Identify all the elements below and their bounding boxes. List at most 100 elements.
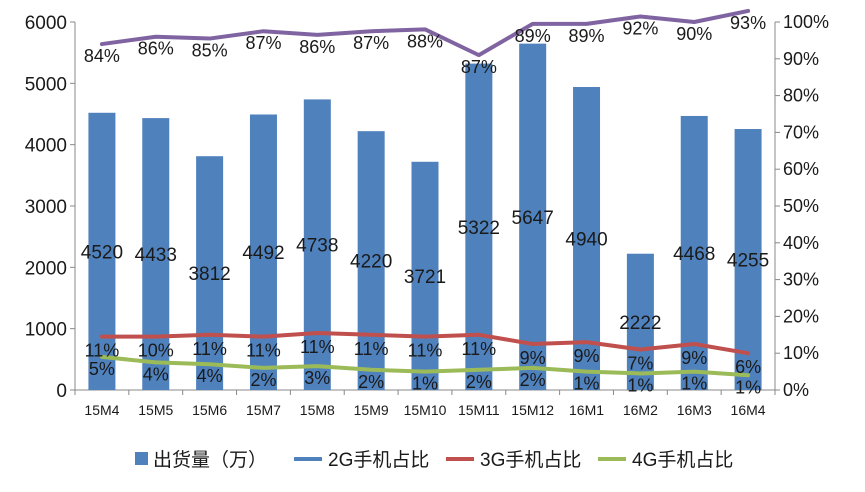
y-left-tick-label: 3000 [25,197,67,218]
x-tick-label: 15M5 [138,402,173,418]
line-value-label: 9% [574,346,600,366]
y-left-tick-label: 2000 [25,258,67,279]
bar-value-label: 4433 [135,245,177,266]
y-right-tick-label: 60% [783,159,819,179]
y-right-tick-label: 30% [783,270,819,290]
y-left-tick-label: 1000 [25,320,67,341]
line-value-label: 89% [515,26,551,46]
x-tick-label: 15M8 [300,402,335,418]
line-value-label: 6% [735,357,761,377]
bar [357,131,385,390]
y-right-tick-label: 20% [783,306,819,326]
bar-value-label: 4220 [350,252,392,273]
line-value-label: 1% [627,375,653,395]
line-value-label: 86% [138,39,174,59]
y-right-tick-label: 10% [783,343,819,363]
bar-value-label: 4940 [565,230,607,251]
x-tick-label: 16M3 [677,402,712,418]
bar-value-label: 4520 [81,242,123,263]
line-value-label: 93% [730,13,766,33]
bar-value-label: 3721 [404,267,446,288]
bar [142,118,170,390]
bar [519,43,547,390]
y-left-tick-label: 4000 [25,136,67,157]
bar [573,87,601,390]
line-value-label: 2% [466,372,492,392]
x-tick-label: 15M6 [192,402,227,418]
legend-item: 3G手机占比 [446,449,581,471]
bar-value-label: 4468 [673,244,715,265]
bar [88,112,116,391]
x-tick-label: 15M12 [511,402,554,418]
bar-value-label: 2222 [619,313,661,334]
line-series [99,8,751,378]
legend-label: 3G手机占比 [480,449,581,471]
line-value-label: 3% [304,368,330,388]
y-right-tick-label: 80% [783,86,819,106]
bar [303,99,331,391]
bar [196,156,224,390]
line-value-label: 2% [520,370,546,390]
bar-value-label: 5647 [512,208,554,229]
line-value-label: 1% [735,377,761,397]
bar-value-label: 3812 [188,264,230,285]
line-value-label: 10% [138,341,174,361]
y-right-tick-label: 90% [783,49,819,69]
line-value-label: 1% [681,374,707,394]
series-line [99,354,751,378]
bar [411,161,439,390]
series-line [99,8,751,58]
y-right-tick-label: 50% [783,196,819,216]
x-tick-label: 16M1 [569,402,604,418]
line-value-label: 89% [569,26,605,46]
line-value-label: 7% [627,354,653,374]
line-value-label: 9% [681,348,707,368]
bar-value-label: 4255 [727,251,769,272]
data-labels: 4520 4433 3812 4492 4738 4220 3721 5322 5647 4940… [81,13,769,397]
bar [626,253,654,390]
legend-swatch [135,452,148,465]
series-line [99,330,751,356]
legend-item: 出货量（万） [135,449,267,471]
y-left-tick-label: 0 [56,381,67,402]
line-value-label: 87% [353,33,389,53]
line-value-label: 1% [574,374,600,394]
y-right-tick-label: 70% [783,122,819,142]
line-value-label: 11% [408,341,443,361]
legend-item: 4G手机占比 [598,449,733,471]
legend-label: 2G手机占比 [328,449,429,471]
line-value-label: 92% [622,18,658,38]
x-tick-label: 16M4 [731,402,766,418]
bar-value-label: 4492 [242,243,284,264]
bar-value-label: 4738 [296,236,338,257]
x-tick-label: 15M11 [458,402,500,418]
line-value-label: 11% [246,341,281,361]
axes: 0 1000 2000 3000 4000 5000 6000 0% 10% 20% 30% 40% 5… [25,12,829,418]
line-value-label: 86% [299,37,335,57]
x-tick-label: 15M9 [354,402,389,418]
x-tick-label: 15M10 [404,402,447,418]
line-value-label: 2% [250,370,276,390]
line-value-label: 2% [358,372,384,392]
line-value-label: 84% [84,46,120,66]
line-value-label: 90% [676,24,712,44]
bar [249,114,277,391]
line-value-label: 11% [85,341,120,361]
legend: 出货量（万） 2G手机占比 3G手机占比 4G手机占比 [135,449,733,471]
line-value-label: 11% [300,337,335,357]
line-value-label: 87% [461,57,497,77]
bar [734,129,762,390]
y-right-tick-label: 0% [783,380,809,400]
line-value-label: 11% [354,339,389,359]
legend-label: 出货量（万） [153,449,267,471]
bar-value-label: 5322 [458,218,500,239]
line-value-label: 1% [412,374,438,394]
line-value-label: 4% [197,366,223,386]
line-value-label: 4% [143,364,169,384]
legend-label: 4G手机占比 [632,449,733,471]
line-value-label: 87% [245,33,281,53]
x-tick-label: 16M2 [623,402,658,418]
line-value-label: 11% [192,339,227,359]
x-tick-label: 15M7 [246,402,281,418]
